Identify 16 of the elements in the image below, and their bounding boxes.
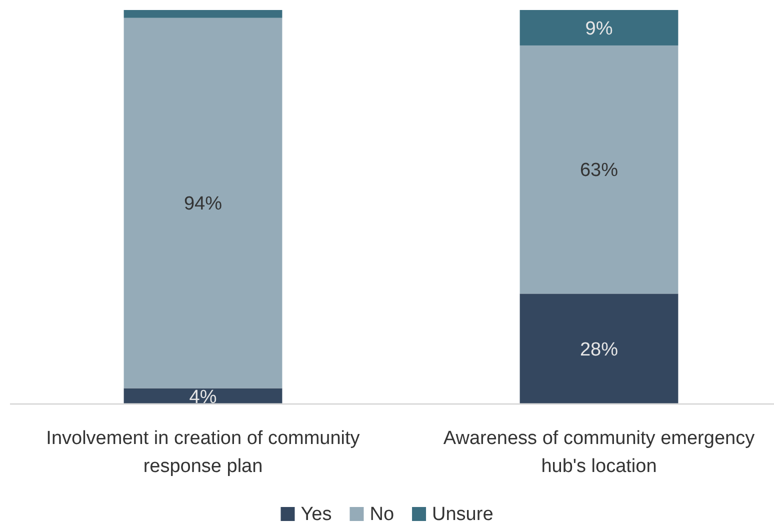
data-label: 28% [580, 339, 618, 360]
bar [124, 10, 282, 18]
x-tick-label: Awareness of community emergency hub's location [443, 428, 756, 477]
legend-label: Yes [300, 504, 332, 525]
x-tick-label: Involvement in creation of community response plan [46, 428, 360, 477]
bar [520, 45, 678, 294]
legend-label: Unsure [432, 504, 494, 525]
data-label: 94% [184, 194, 222, 215]
data-label: 63% [580, 160, 618, 182]
bar [520, 294, 678, 404]
data-label: 4% [189, 386, 217, 408]
data-label: 9% [585, 18, 613, 40]
bar [520, 10, 678, 46]
bar [124, 388, 282, 404]
bar [124, 18, 282, 388]
legend-label: No [370, 504, 394, 525]
